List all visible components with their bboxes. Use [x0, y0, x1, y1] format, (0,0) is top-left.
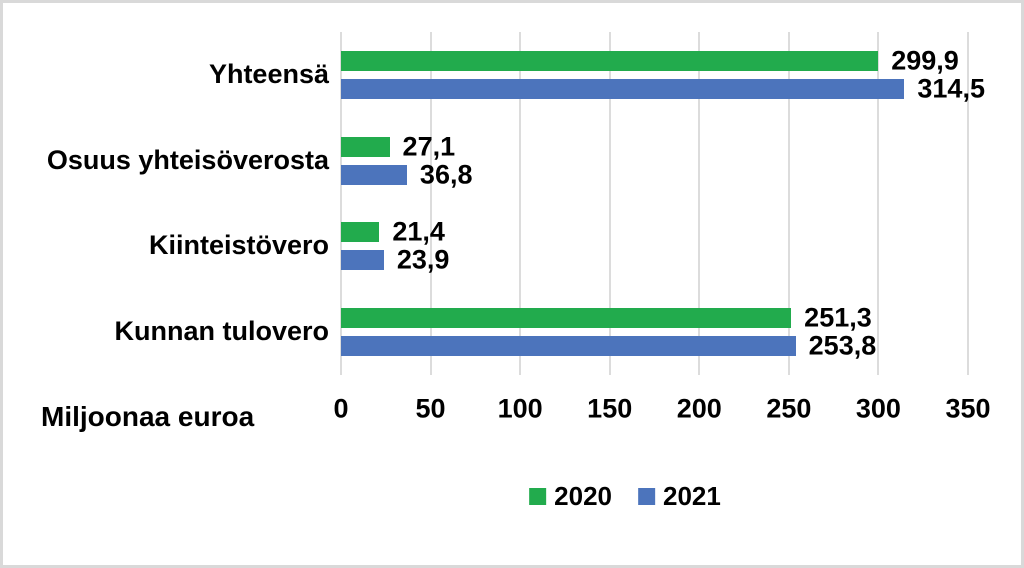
bar-2020 [341, 50, 879, 71]
plot-area: 299,9 314,5 27,1 36,8 21,4 23,9 251,3 253,8 [340, 32, 985, 375]
legend-label: 2020 [554, 481, 612, 511]
gridline [967, 32, 969, 375]
value-label: 314,5 [917, 73, 985, 104]
legend-label: 2021 [663, 481, 721, 511]
bar-2021 [341, 336, 796, 357]
gridline [608, 32, 611, 375]
bar-2020 [341, 308, 792, 329]
gridline [519, 32, 522, 375]
x-tick-label: 250 [766, 393, 812, 424]
gridline [698, 32, 701, 375]
x-axis-title: Miljoonaa euroa [41, 401, 255, 432]
x-tick-label: 100 [497, 393, 543, 424]
category-label: Yhteensä [208, 59, 329, 90]
x-tick-label: 0 [333, 393, 349, 424]
category-label: Osuus yhteisöverosta [46, 144, 329, 175]
bar-2021 [341, 164, 407, 185]
x-tick-label: 150 [587, 393, 633, 424]
legend-item: 2021 [638, 483, 721, 509]
gridline [787, 32, 790, 375]
x-tick-label: 200 [676, 393, 722, 424]
category-label: Kunnan tulovero [114, 316, 330, 347]
category-label: Kiinteistövero [148, 230, 329, 261]
value-label: 251,3 [804, 302, 872, 333]
value-label: 253,8 [808, 330, 877, 361]
value-label: 36,8 [419, 159, 473, 190]
value-label: 21,4 [392, 216, 445, 247]
legend: 2020 2021 [529, 483, 721, 509]
gridline [340, 32, 342, 375]
x-tick-label: 300 [855, 393, 901, 424]
bar-2021 [341, 78, 905, 99]
legend-swatch-2020 [529, 487, 547, 505]
value-label: 27,1 [402, 131, 456, 162]
value-label: 299,9 [891, 45, 959, 76]
bar-2020 [341, 222, 380, 243]
legend-swatch-2021 [638, 487, 655, 505]
bar-2020 [341, 136, 390, 157]
gridline [429, 32, 432, 375]
x-tick-label: 350 [945, 393, 991, 424]
x-tick-label: 50 [415, 393, 446, 424]
bar-2021 [341, 250, 384, 271]
gridline [877, 32, 880, 375]
value-label: 23,9 [396, 244, 450, 275]
legend-item: 2020 [529, 483, 612, 509]
